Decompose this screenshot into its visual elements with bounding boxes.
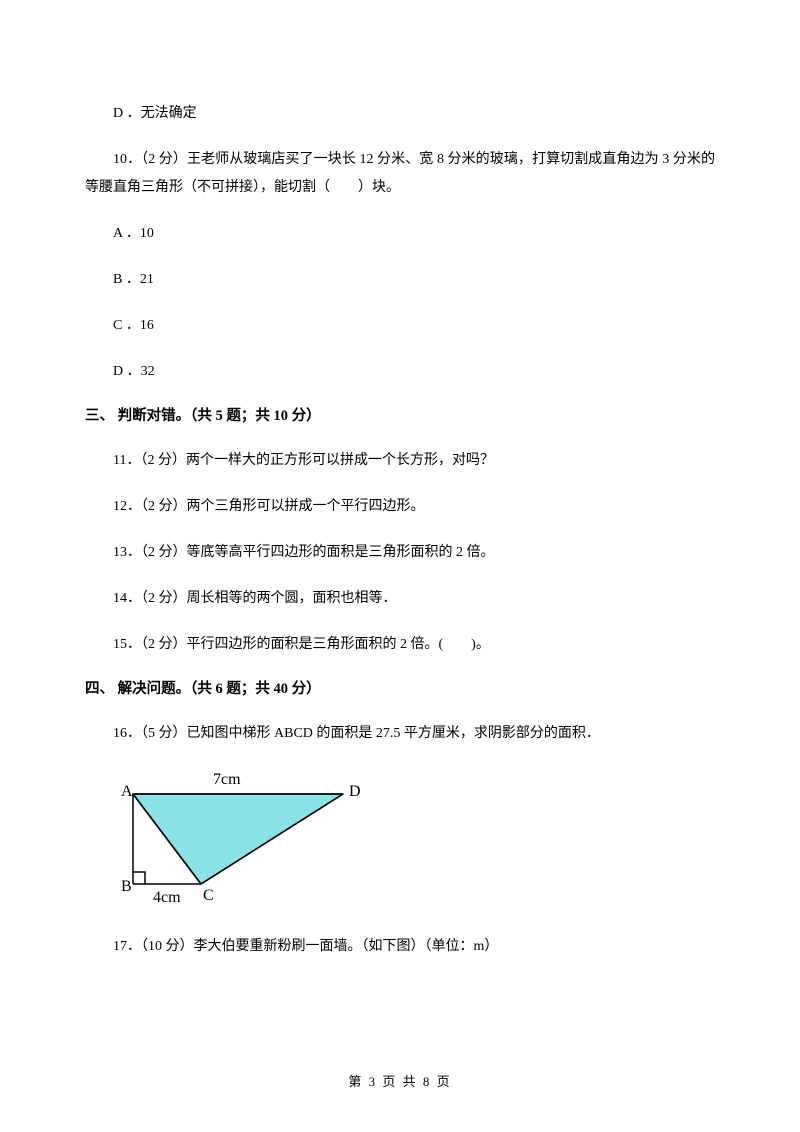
svg-text:A: A (121, 783, 133, 800)
q14-text: 14．（2 分）周长相等的两个圆，面积也相等． (85, 585, 715, 613)
q16-text: 16．（5 分）已知图中梯形 ABCD 的面积是 27.5 平方厘米，求阴影部分… (85, 720, 715, 748)
page-content: D ．无法确定 10．（2 分）王老师从玻璃店买了一块长 12 分米、宽 8 分… (0, 0, 800, 961)
svg-text:7cm: 7cm (213, 771, 241, 788)
svg-text:4cm: 4cm (153, 889, 181, 906)
q15-text: 15．（2 分）平行四边形的面积是三角形面积的 2 倍。( )。 (85, 631, 715, 659)
q11-text: 11．（2 分）两个一样大的正方形可以拼成一个长方形，对吗？ (85, 447, 715, 475)
q13-text: 13．（2 分）等底等高平行四边形的面积是三角形面积的 2 倍。 (85, 539, 715, 567)
q10-option-a: A ．10 (85, 220, 715, 248)
page-footer: 第 3 页 共 8 页 (0, 1071, 800, 1090)
section-4-heading: 四、 解决问题。（共 6 题；共 40 分） (85, 677, 715, 698)
q17-text: 17．（10 分）李大伯要重新粉刷一面墙。（如下图）（单位：m） (85, 933, 715, 961)
q10-text: 10．（2 分）王老师从玻璃店买了一块长 12 分米、宽 8 分米的玻璃，打算切… (85, 146, 715, 202)
q9-option-d: D ．无法确定 (85, 100, 715, 128)
svg-text:B: B (121, 878, 132, 895)
svg-text:C: C (203, 887, 214, 904)
q10-option-c: C ．16 (85, 312, 715, 340)
svg-text:D: D (349, 783, 361, 800)
q12-text: 12．（2 分）两个三角形可以拼成一个平行四边形。 (85, 493, 715, 521)
q10-option-b: B ．21 (85, 266, 715, 294)
trapezoid-diagram: A B C D 7cm 4cm (113, 766, 373, 906)
q16-figure: A B C D 7cm 4cm (113, 766, 715, 911)
section-3-heading: 三、 判断对错。（共 5 题；共 10 分） (85, 404, 715, 425)
q10-option-d: D ．32 (85, 358, 715, 386)
